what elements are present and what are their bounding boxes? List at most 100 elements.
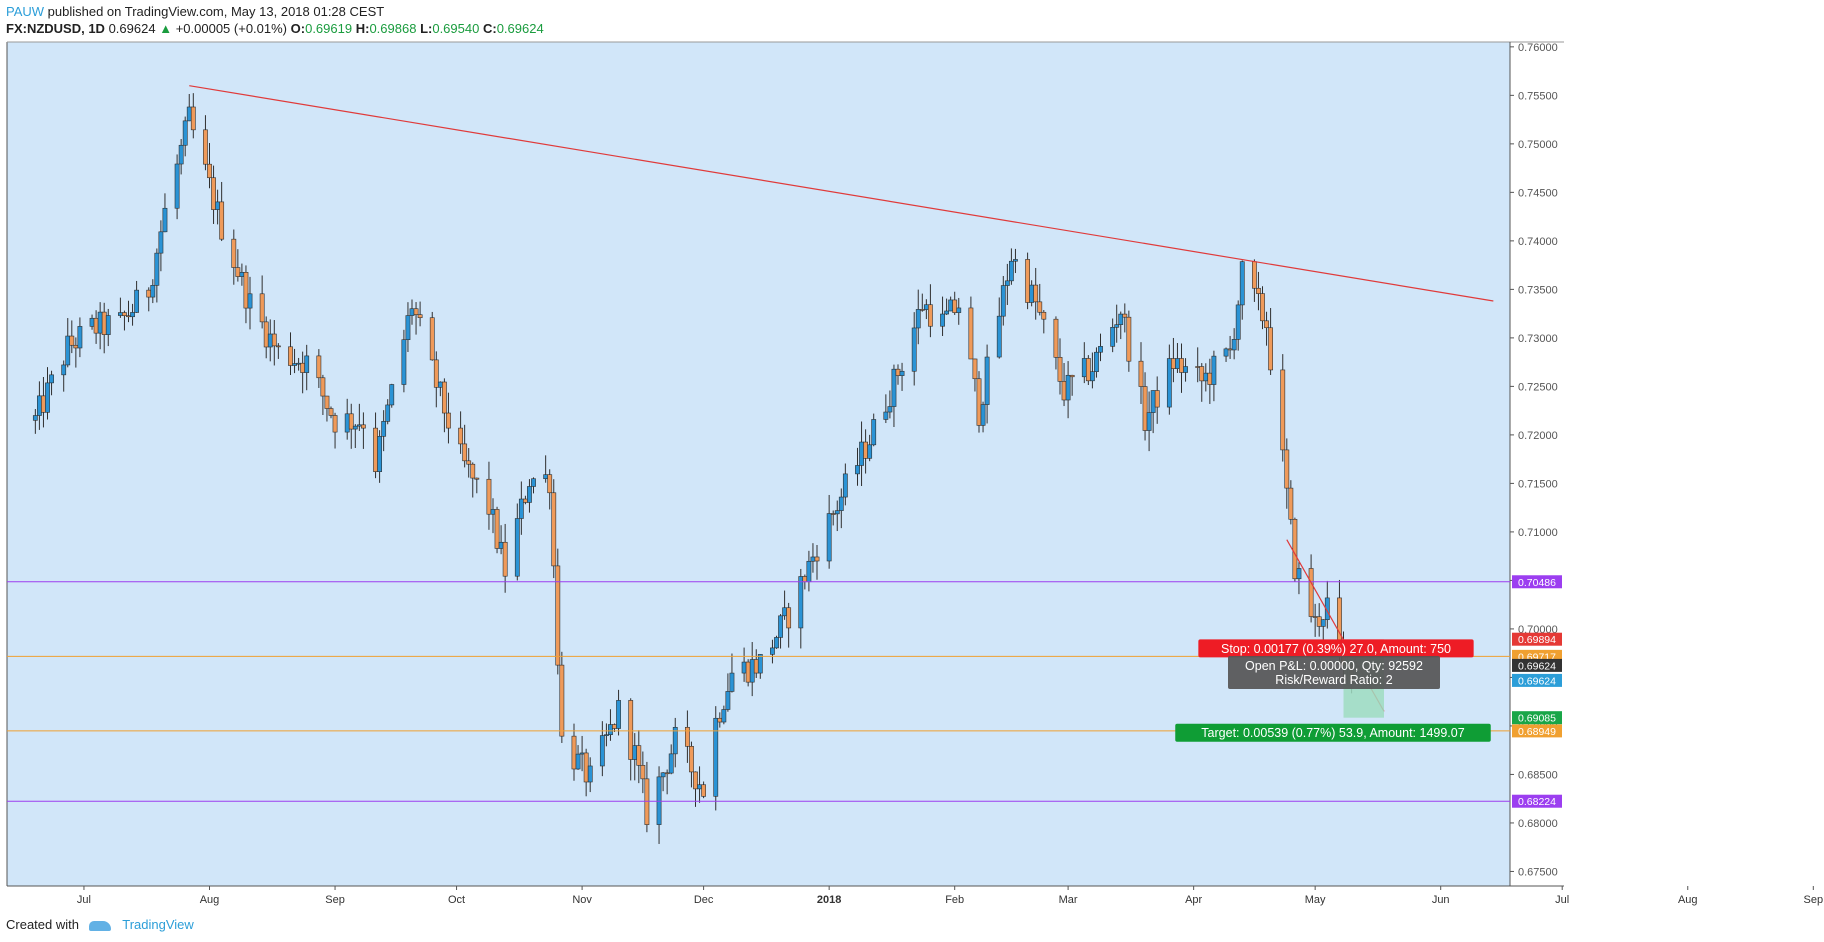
candle[interactable] (1033, 284, 1039, 303)
candle[interactable] (927, 304, 933, 327)
candle[interactable] (693, 771, 698, 790)
candle[interactable] (1175, 358, 1180, 369)
candle[interactable] (798, 576, 804, 629)
candle[interactable] (77, 326, 83, 349)
candle[interactable] (1142, 386, 1148, 431)
candle[interactable] (628, 700, 634, 760)
candle[interactable] (65, 335, 71, 366)
candle[interactable] (316, 355, 322, 379)
candle[interactable] (441, 381, 447, 414)
candle[interactable] (405, 315, 411, 340)
candle[interactable] (348, 413, 354, 430)
candle[interactable] (89, 317, 95, 327)
candle[interactable] (211, 177, 216, 210)
candle[interactable] (1041, 311, 1047, 320)
candle[interactable] (259, 293, 265, 323)
candle[interactable] (571, 735, 577, 770)
candle[interactable] (923, 304, 929, 310)
candle[interactable] (146, 289, 152, 298)
candle[interactable] (915, 309, 921, 329)
candle[interactable] (644, 778, 650, 825)
candle[interactable] (531, 478, 536, 487)
candle[interactable] (871, 419, 877, 446)
candle[interactable] (616, 700, 621, 729)
candle[interactable] (543, 474, 549, 480)
candle[interactable] (1292, 518, 1298, 580)
candle[interactable] (1057, 357, 1063, 382)
candle[interactable] (1085, 358, 1091, 382)
candle[interactable] (599, 735, 605, 767)
candle[interactable] (684, 726, 690, 747)
candle[interactable] (855, 465, 860, 475)
candle[interactable] (867, 444, 873, 459)
candle[interactable] (1098, 346, 1103, 353)
candle[interactable] (1081, 358, 1087, 378)
candle[interactable] (984, 356, 990, 405)
candle[interactable] (842, 473, 848, 498)
candle[interactable] (190, 106, 196, 131)
candle[interactable] (895, 368, 901, 376)
candle[interactable] (640, 765, 646, 780)
candle[interactable] (725, 691, 731, 710)
candle[interactable] (474, 477, 480, 480)
candle[interactable] (660, 772, 666, 778)
candle[interactable] (462, 443, 468, 462)
candle[interactable] (1146, 412, 1152, 431)
candle[interactable] (749, 659, 755, 683)
tradingview-link[interactable]: TradingView (122, 917, 194, 932)
candle[interactable] (385, 404, 391, 422)
candle[interactable] (952, 299, 958, 313)
candle[interactable] (1110, 326, 1116, 347)
candle[interactable] (219, 201, 225, 240)
candle[interactable] (134, 289, 139, 313)
candle[interactable] (247, 293, 253, 309)
candle[interactable] (470, 463, 476, 479)
candle[interactable] (243, 271, 249, 309)
candle[interactable] (174, 163, 180, 209)
candle[interactable] (713, 717, 719, 797)
candle[interactable] (101, 311, 107, 335)
candle[interactable] (697, 784, 702, 790)
candle[interactable] (636, 745, 642, 766)
candle[interactable] (154, 252, 160, 286)
candle[interactable] (97, 311, 103, 334)
candle[interactable] (1324, 597, 1330, 621)
candle[interactable] (288, 346, 293, 366)
candle[interactable] (45, 382, 50, 413)
candle[interactable] (972, 358, 978, 380)
candle[interactable] (1195, 366, 1201, 368)
candle[interactable] (721, 709, 727, 723)
candle[interactable] (770, 647, 775, 655)
candle[interactable] (271, 333, 277, 347)
candle[interactable] (632, 745, 638, 760)
candle[interactable] (1013, 259, 1018, 262)
candle[interactable] (458, 427, 463, 445)
candle[interactable] (1037, 301, 1043, 313)
candle[interactable] (603, 734, 609, 737)
candle[interactable] (105, 315, 111, 335)
candle[interactable] (547, 474, 553, 494)
candle[interactable] (389, 384, 395, 406)
candle[interactable] (527, 486, 532, 503)
candle[interactable] (381, 421, 387, 437)
candle[interactable] (741, 661, 747, 674)
candle[interactable] (980, 404, 986, 426)
candle[interactable] (778, 615, 783, 638)
candle[interactable] (551, 492, 557, 567)
candle[interactable] (1231, 339, 1237, 351)
candle[interactable] (859, 441, 864, 466)
candle[interactable] (1252, 261, 1257, 289)
candle[interactable] (1126, 316, 1132, 362)
candle[interactable] (1284, 449, 1290, 489)
candle[interactable] (486, 478, 492, 515)
candle[interactable] (49, 374, 54, 384)
candle[interactable] (494, 509, 500, 549)
candle[interactable] (356, 424, 362, 427)
candle[interactable] (806, 560, 812, 583)
candle[interactable] (93, 317, 99, 334)
candle[interactable] (518, 498, 524, 519)
author-name[interactable]: PAUW (6, 4, 45, 19)
candle[interactable] (122, 312, 127, 317)
candle[interactable] (899, 370, 905, 376)
candle[interactable] (1264, 320, 1269, 329)
